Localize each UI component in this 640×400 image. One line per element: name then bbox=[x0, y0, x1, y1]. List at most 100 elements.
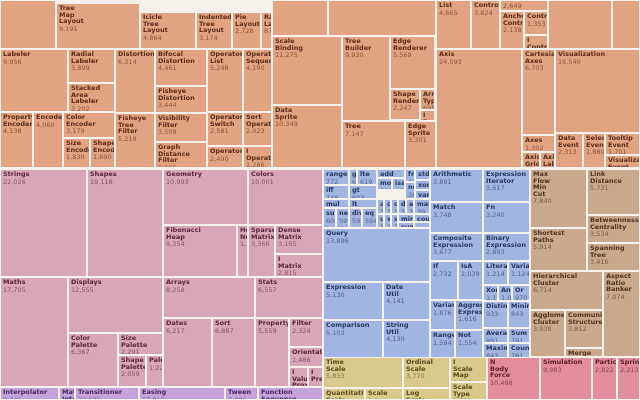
treemap-tile[interactable]: Binary Expression 2,893 bbox=[483, 233, 530, 261]
treemap-tile[interactable]: Hierarchical Cluster 6,714 bbox=[530, 271, 603, 310]
treemap-tile[interactable]: Distinct933 bbox=[483, 301, 508, 328]
treemap-tile[interactable]: Variance1,876 bbox=[430, 300, 455, 330]
treemap-tile[interactable]: add bbox=[377, 169, 405, 178]
treemap-tile[interactable]: Visualization 16,540 bbox=[555, 49, 640, 133]
treemap-tile[interactable]: Shortest Paths 5,914 bbox=[530, 228, 587, 271]
treemap-tile[interactable]: Link Distance 5,731 bbox=[587, 169, 640, 215]
treemap-tile[interactable]: Easing 17,010 bbox=[139, 387, 225, 400]
treemap-tile[interactable]: Match 3,748 bbox=[430, 202, 483, 233]
treemap-tile[interactable]: Function Sequence bbox=[258, 387, 323, 400]
treemap-tile[interactable]: min bbox=[398, 214, 414, 222]
treemap-tile[interactable]: mod591 bbox=[377, 178, 392, 190]
treemap-tile[interactable]: sum bbox=[398, 222, 414, 228]
treemap-tile[interactable]: Operator 2,490 bbox=[207, 146, 243, 168]
treemap-tile[interactable]: Labeler 9,956 bbox=[0, 49, 68, 112]
treemap-tile[interactable]: Ordinal Scale 3,770 bbox=[403, 357, 450, 388]
treemap-tile[interactable] bbox=[272, 0, 328, 36]
treemap-tile[interactable]: Operator List 5,248 bbox=[207, 49, 243, 112]
treemap-tile[interactable]: gt 603 bbox=[349, 185, 377, 199]
treemap-tile[interactable]: Maths 17,705 bbox=[0, 277, 68, 387]
treemap-tile[interactable]: where29 bbox=[384, 214, 391, 228]
treemap-tile[interactable]: Max Flow Min Cut 7,840 bbox=[530, 169, 587, 228]
treemap-tile[interactable]: I Predicate bbox=[308, 367, 323, 387]
treemap-tile[interactable]: Or 970 bbox=[512, 285, 530, 301]
treemap-tile[interactable]: orderby30 bbox=[391, 199, 398, 214]
treemap-tile[interactable]: Not 1,554 bbox=[455, 330, 483, 358]
treemap-tile[interactable]: Merge bbox=[565, 348, 603, 357]
treemap-tile[interactable]: Fisheye Distortion 3,444 bbox=[155, 86, 207, 113]
treemap-tile[interactable]: Edge Renderer 5,569 bbox=[390, 36, 435, 89]
treemap-tile[interactable]: Operator Switch 2,581 bbox=[207, 112, 243, 146]
treemap-tile[interactable]: Dense Matrix 3,165 bbox=[275, 225, 323, 254]
treemap-tile[interactable]: Tree Builder 9,930 bbox=[342, 36, 390, 121]
treemap-tile[interactable]: Sparse Matrix 3,366 bbox=[248, 225, 275, 277]
treemap-tile[interactable]: 2,649 bbox=[500, 0, 548, 11]
treemap-tile[interactable]: Tooltip Event 1,701 bbox=[605, 133, 640, 155]
treemap-tile[interactable]: Tree 7,147 bbox=[342, 121, 405, 168]
treemap-tile[interactable]: avg38 bbox=[406, 199, 414, 214]
treemap-tile[interactable]: Transitioner 19,975 bbox=[75, 387, 139, 400]
treemap-tile[interactable]: Fibonacci Heap 9,354 bbox=[163, 225, 237, 277]
treemap-tile[interactable]: Edge Sprite 3,301 bbox=[405, 121, 436, 168]
treemap-tile[interactable]: Visualization Event bbox=[605, 155, 640, 168]
treemap-tile[interactable]: Operator Sequence4,190 bbox=[243, 49, 272, 112]
treemap-tile[interactable]: Icicle Tree Layout 4,864 bbox=[140, 12, 196, 49]
treemap-tile[interactable]: Aspect Ratio Banker 7,074 bbox=[603, 271, 640, 357]
treemap-tile[interactable]: Shape Renderer2,247 bbox=[390, 89, 420, 120]
treemap-tile[interactable]: and33 bbox=[377, 199, 384, 214]
treemap-tile[interactable]: I Matrix 2,815 bbox=[275, 254, 323, 277]
treemap-tile[interactable]: Indented Tree Layout 3,174 bbox=[196, 12, 232, 49]
treemap-tile[interactable]: N Body Force 10,498 bbox=[487, 357, 540, 400]
treemap-tile[interactable]: Arithmetic 3,891 bbox=[430, 169, 483, 202]
treemap-tile[interactable]: Shape Encoder1,690 bbox=[90, 138, 115, 168]
treemap-tile[interactable]: stddev bbox=[415, 169, 430, 180]
treemap-tile[interactable]: Tween 6,006 bbox=[225, 387, 258, 400]
treemap-tile[interactable]: If 2,732 bbox=[430, 261, 458, 300]
treemap-tile[interactable]: variance bbox=[415, 190, 430, 199]
treemap-tile[interactable]: max39 bbox=[414, 199, 430, 214]
treemap-tile[interactable]: div595 bbox=[349, 208, 362, 228]
treemap-tile[interactable]: Data Sprite 10,349 bbox=[272, 105, 342, 168]
treemap-tile[interactable]: Orientation1,486 bbox=[289, 347, 323, 367]
treemap-tile[interactable]: Composite Expression 3,677 bbox=[430, 233, 483, 261]
treemap-tile[interactable]: I Render bbox=[420, 110, 435, 121]
treemap-tile[interactable]: Encoder 4,060 bbox=[33, 112, 63, 168]
treemap-tile[interactable]: Log Scale bbox=[403, 388, 450, 400]
treemap-tile[interactable]: Range 1,594 bbox=[430, 330, 455, 358]
treemap-tile[interactable] bbox=[0, 0, 56, 49]
treemap-tile[interactable]: Dates 6,217 bbox=[163, 318, 212, 387]
treemap-tile[interactable]: Geometry 10,993 bbox=[163, 169, 248, 225]
treemap-tile[interactable]: Stats 6,557 bbox=[255, 277, 323, 318]
treemap-tile[interactable]: Shapes 19,118 bbox=[87, 169, 163, 277]
treemap-tile[interactable]: Sum 791 bbox=[508, 328, 530, 343]
treemap-tile[interactable]: Arrow Type698 bbox=[420, 89, 435, 110]
treemap-tile[interactable]: Size Encoder1,830 bbox=[63, 138, 90, 168]
treemap-tile[interactable]: Scale Binding 11,275 bbox=[272, 36, 342, 105]
treemap-tile[interactable]: Average891 bbox=[483, 328, 508, 343]
treemap-tile[interactable]: Axis Label536 bbox=[540, 152, 555, 168]
treemap-tile[interactable]: Graph Distance Filter 3,165 bbox=[155, 142, 207, 168]
treemap-tile[interactable]: count bbox=[414, 214, 430, 222]
treemap-tile[interactable]: I Control bbox=[524, 35, 548, 49]
treemap-tile[interactable]: Count781 bbox=[508, 343, 530, 358]
treemap-tile[interactable]: Property 5,559 bbox=[255, 318, 289, 387]
treemap-tile[interactable]: Maximum843 bbox=[483, 343, 508, 358]
treemap-tile[interactable]: Aggregate Expression1,616 bbox=[455, 300, 483, 330]
treemap-tile[interactable]: Spanning Tree 3,416 bbox=[587, 243, 640, 271]
treemap-tile[interactable]: Literal 1,214 bbox=[483, 261, 508, 285]
treemap-tile[interactable]: Axis 24,593 bbox=[436, 49, 522, 168]
treemap-tile[interactable]: Color Palette 6,367 bbox=[68, 333, 118, 387]
treemap-tile[interactable]: gt62 bbox=[349, 169, 357, 185]
treemap-tile[interactable]: Filter 2,324 bbox=[289, 318, 323, 347]
treemap-tile[interactable]: Sort 6,887 bbox=[212, 318, 255, 387]
treemap-tile[interactable]: isa461 bbox=[392, 178, 405, 190]
treemap-tile[interactable]: Axis Grid Line bbox=[522, 152, 540, 168]
treemap-tile[interactable]: distinct39 bbox=[398, 199, 406, 214]
treemap-tile[interactable]: Shape Palette 2,059 bbox=[118, 355, 146, 387]
treemap-tile[interactable]: Minimum843 bbox=[508, 301, 530, 328]
treemap-tile[interactable] bbox=[612, 0, 640, 49]
